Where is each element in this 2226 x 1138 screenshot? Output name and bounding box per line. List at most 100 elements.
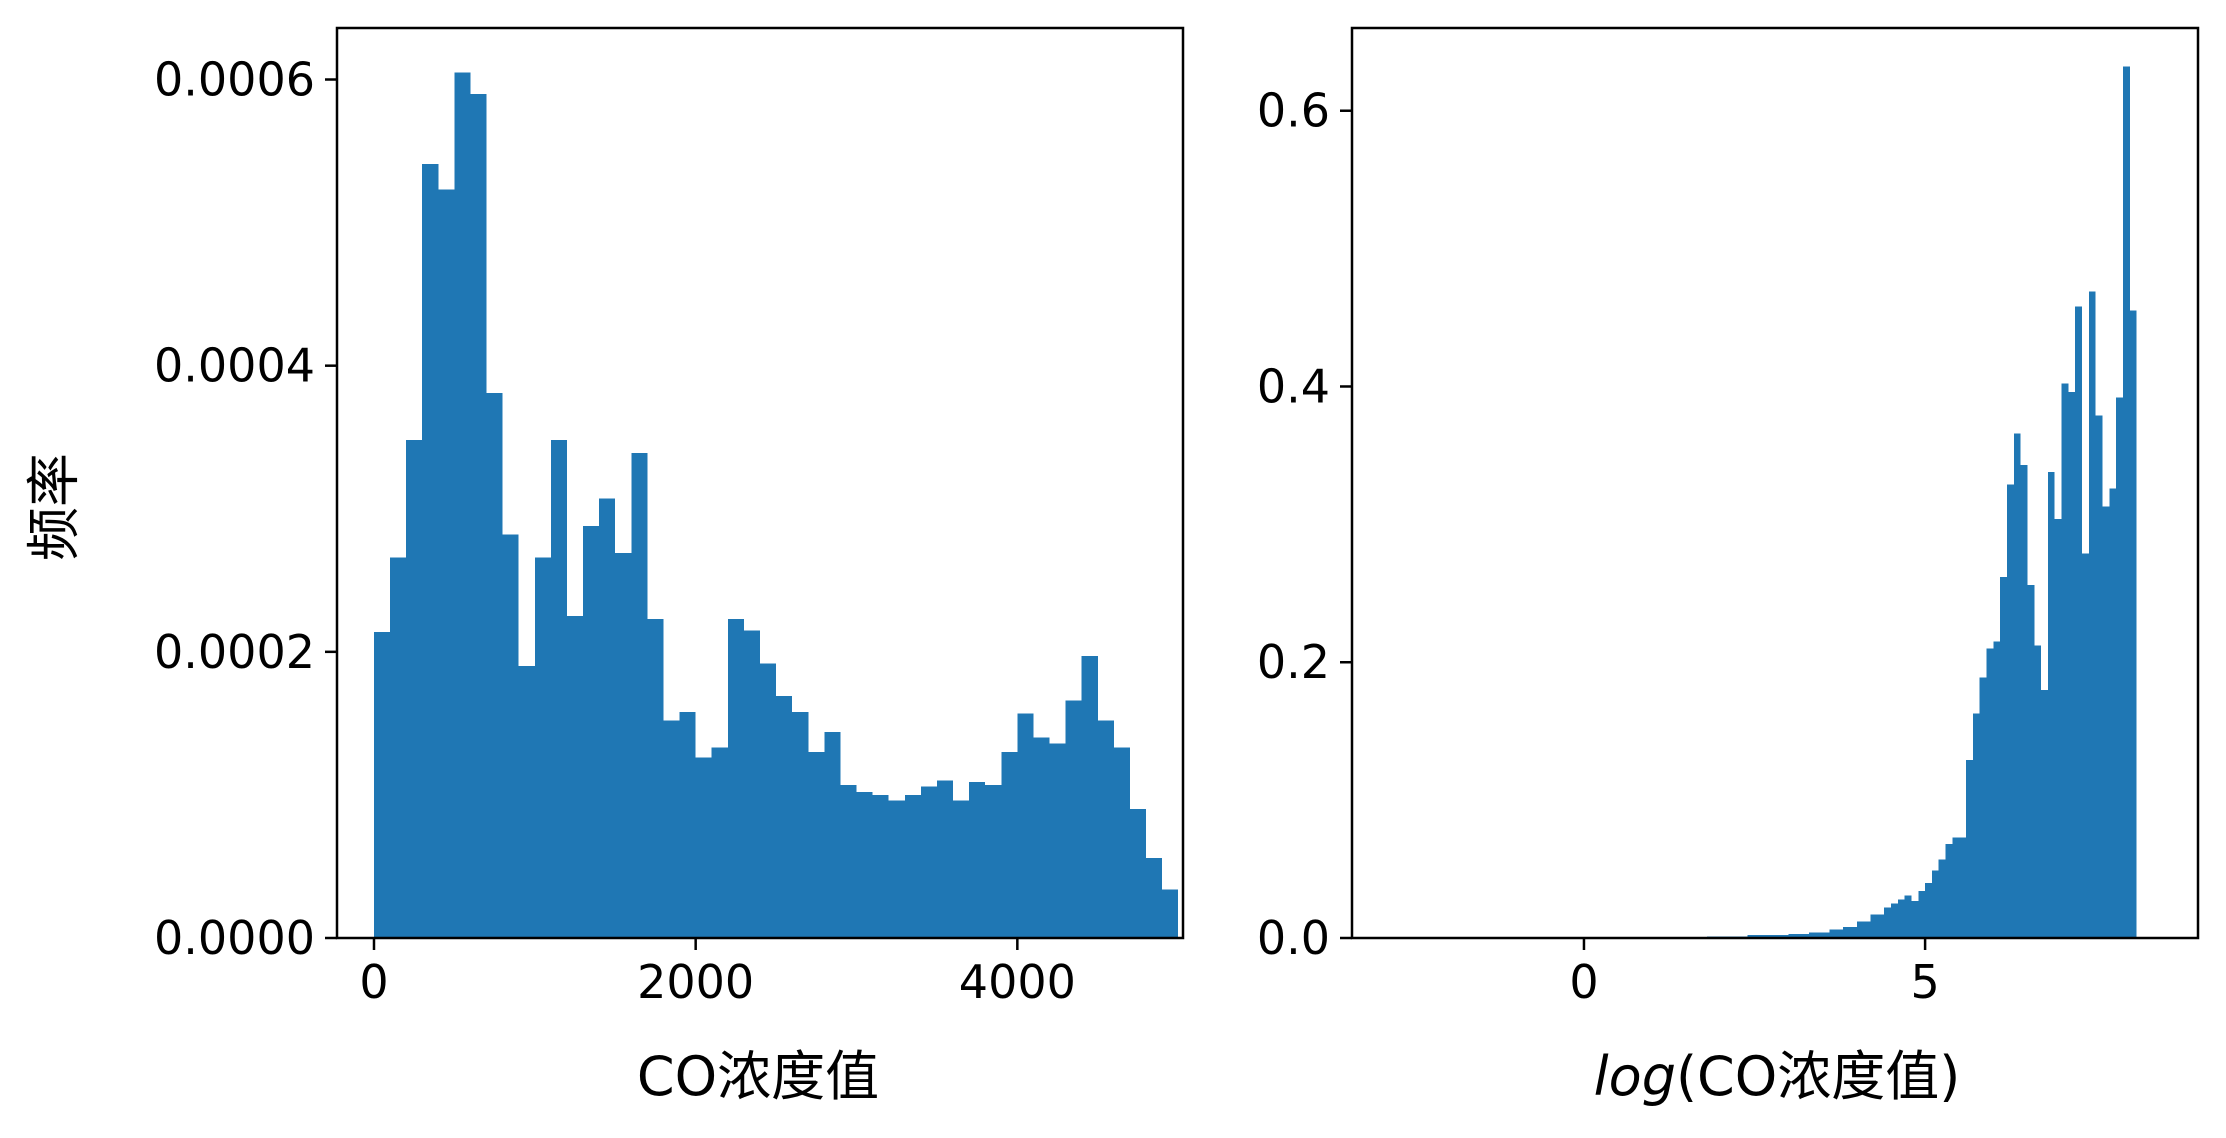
- left-bar-35: [936, 780, 954, 938]
- right-bar-14: [1925, 882, 1932, 938]
- right-bar-30: [2034, 645, 2042, 938]
- left-bar-30: [856, 792, 873, 938]
- left-bar-46: [1113, 747, 1130, 938]
- right-bar-36: [2075, 306, 2083, 938]
- left-bar-8: [502, 534, 519, 938]
- right-bar-18: [1952, 837, 1960, 938]
- left-y-tick-label-1: 0.0002: [154, 625, 315, 679]
- right-bar-28: [2020, 465, 2028, 938]
- right-bar-32: [2047, 471, 2055, 938]
- left-bar-1: [390, 557, 407, 938]
- left-plot-frame: [335, 26, 1185, 940]
- right-x-axis-label: log(CO浓度值): [1594, 1045, 1961, 1108]
- left-bar-10: [534, 557, 551, 938]
- left-bar-2: [406, 440, 423, 938]
- left-bar-17: [647, 618, 664, 938]
- right-bar-9: [1890, 903, 1898, 938]
- left-bar-7: [486, 392, 503, 938]
- left-bar-23: [743, 630, 760, 938]
- right-bar-23: [1986, 648, 1994, 938]
- left-bar-14: [599, 498, 616, 938]
- left-bar-26: [792, 711, 809, 938]
- right-y-tick-label-3: 0.6: [1257, 84, 1330, 138]
- right-bar-21: [1972, 713, 1980, 938]
- right-bar-10: [1897, 899, 1905, 938]
- left-bar-13: [583, 525, 600, 938]
- right-x-axis-label-rest: (CO浓度值): [1676, 1045, 1960, 1108]
- right-bar-31: [2041, 689, 2048, 938]
- left-bar-18: [663, 720, 680, 938]
- right-bar-4: [1829, 929, 1844, 938]
- left-bar-42: [1049, 743, 1066, 938]
- left-y-tick-label-0: 0.0000: [154, 911, 315, 965]
- right-bar-40: [2102, 506, 2110, 938]
- right-bar-7: [1870, 914, 1885, 938]
- right-bar-34: [2061, 383, 2069, 938]
- left-histogram: 频率 CO浓度值 0 2000 4000 0.0000 0.0002 0.0004 0.00…: [23, 26, 1185, 1108]
- left-bar-37: [969, 782, 986, 938]
- right-bar-6: [1856, 921, 1871, 938]
- right-bar-16: [1938, 859, 1946, 938]
- left-y-tick-label-2: 0.0004: [154, 339, 315, 393]
- left-bar-32: [888, 800, 905, 938]
- right-bar-24: [1993, 641, 2001, 938]
- left-bar-21: [711, 747, 728, 938]
- left-bar-43: [1065, 700, 1082, 938]
- right-plot-frame: [1350, 26, 2200, 940]
- right-bar-5: [1843, 926, 1857, 938]
- right-bar-19: [1959, 837, 1967, 938]
- right-histogram: log(CO浓度值) 0 5 0.0 0.2 0.4 0.6: [1257, 26, 2200, 1108]
- left-bar-49: [1162, 889, 1179, 938]
- right-bar-3: [1809, 932, 1830, 938]
- left-bar-34: [920, 786, 937, 938]
- left-bar-47: [1129, 809, 1147, 938]
- left-bar-19: [679, 711, 696, 938]
- left-bar-28: [824, 731, 841, 938]
- right-y-tick-label-0: 0.0: [1257, 911, 1330, 965]
- right-bar-26: [2006, 484, 2014, 938]
- left-bar-45: [1097, 720, 1114, 938]
- right-bar-43: [2122, 66, 2130, 938]
- right-bar-37: [2082, 553, 2089, 938]
- right-y-tick-label-1: 0.2: [1257, 635, 1330, 689]
- left-x-tick-label-0: 0: [359, 955, 388, 1009]
- left-bar-16: [631, 452, 648, 938]
- right-bar-44: [2129, 310, 2137, 939]
- left-y-axis-label: 频率: [23, 453, 86, 561]
- right-bar-38: [2088, 291, 2096, 938]
- left-bar-48: [1146, 857, 1163, 938]
- right-bar-8: [1884, 907, 1891, 938]
- left-bar-27: [808, 751, 825, 938]
- left-bar-33: [904, 794, 921, 938]
- right-y-tick-label-2: 0.4: [1257, 359, 1330, 413]
- right-bar-2: [1788, 933, 1810, 938]
- left-bar-44: [1081, 656, 1098, 938]
- right-bar-13: [1918, 891, 1926, 938]
- left-bar-24: [760, 663, 777, 938]
- right-bar-42: [2116, 397, 2123, 938]
- right-bar-20: [1966, 760, 1973, 938]
- left-bar-20: [695, 757, 712, 938]
- left-bar-6: [470, 93, 487, 938]
- left-bar-31: [872, 794, 889, 938]
- right-bar-15: [1931, 870, 1939, 938]
- left-bar-39: [1001, 751, 1018, 938]
- right-bar-35: [2068, 392, 2076, 938]
- right-bar-11: [1904, 895, 1912, 938]
- left-bars: [373, 72, 1179, 939]
- right-x-tick-label-0: 0: [1569, 955, 1598, 1009]
- left-bar-29: [840, 784, 857, 938]
- right-bar-25: [2000, 576, 2007, 938]
- right-bar-39: [2095, 415, 2103, 938]
- left-bar-12: [566, 616, 584, 938]
- left-y-tick-label-3: 0.0006: [154, 53, 315, 107]
- left-bar-38: [985, 784, 1002, 938]
- left-bar-25: [776, 696, 793, 938]
- right-bars: [1706, 66, 2137, 939]
- left-bar-4: [438, 189, 455, 939]
- right-x-axis-label-log: log: [1594, 1045, 1676, 1108]
- right-bar-41: [2109, 488, 2117, 938]
- right-bar-33: [2054, 518, 2062, 938]
- left-bar-0: [373, 631, 391, 938]
